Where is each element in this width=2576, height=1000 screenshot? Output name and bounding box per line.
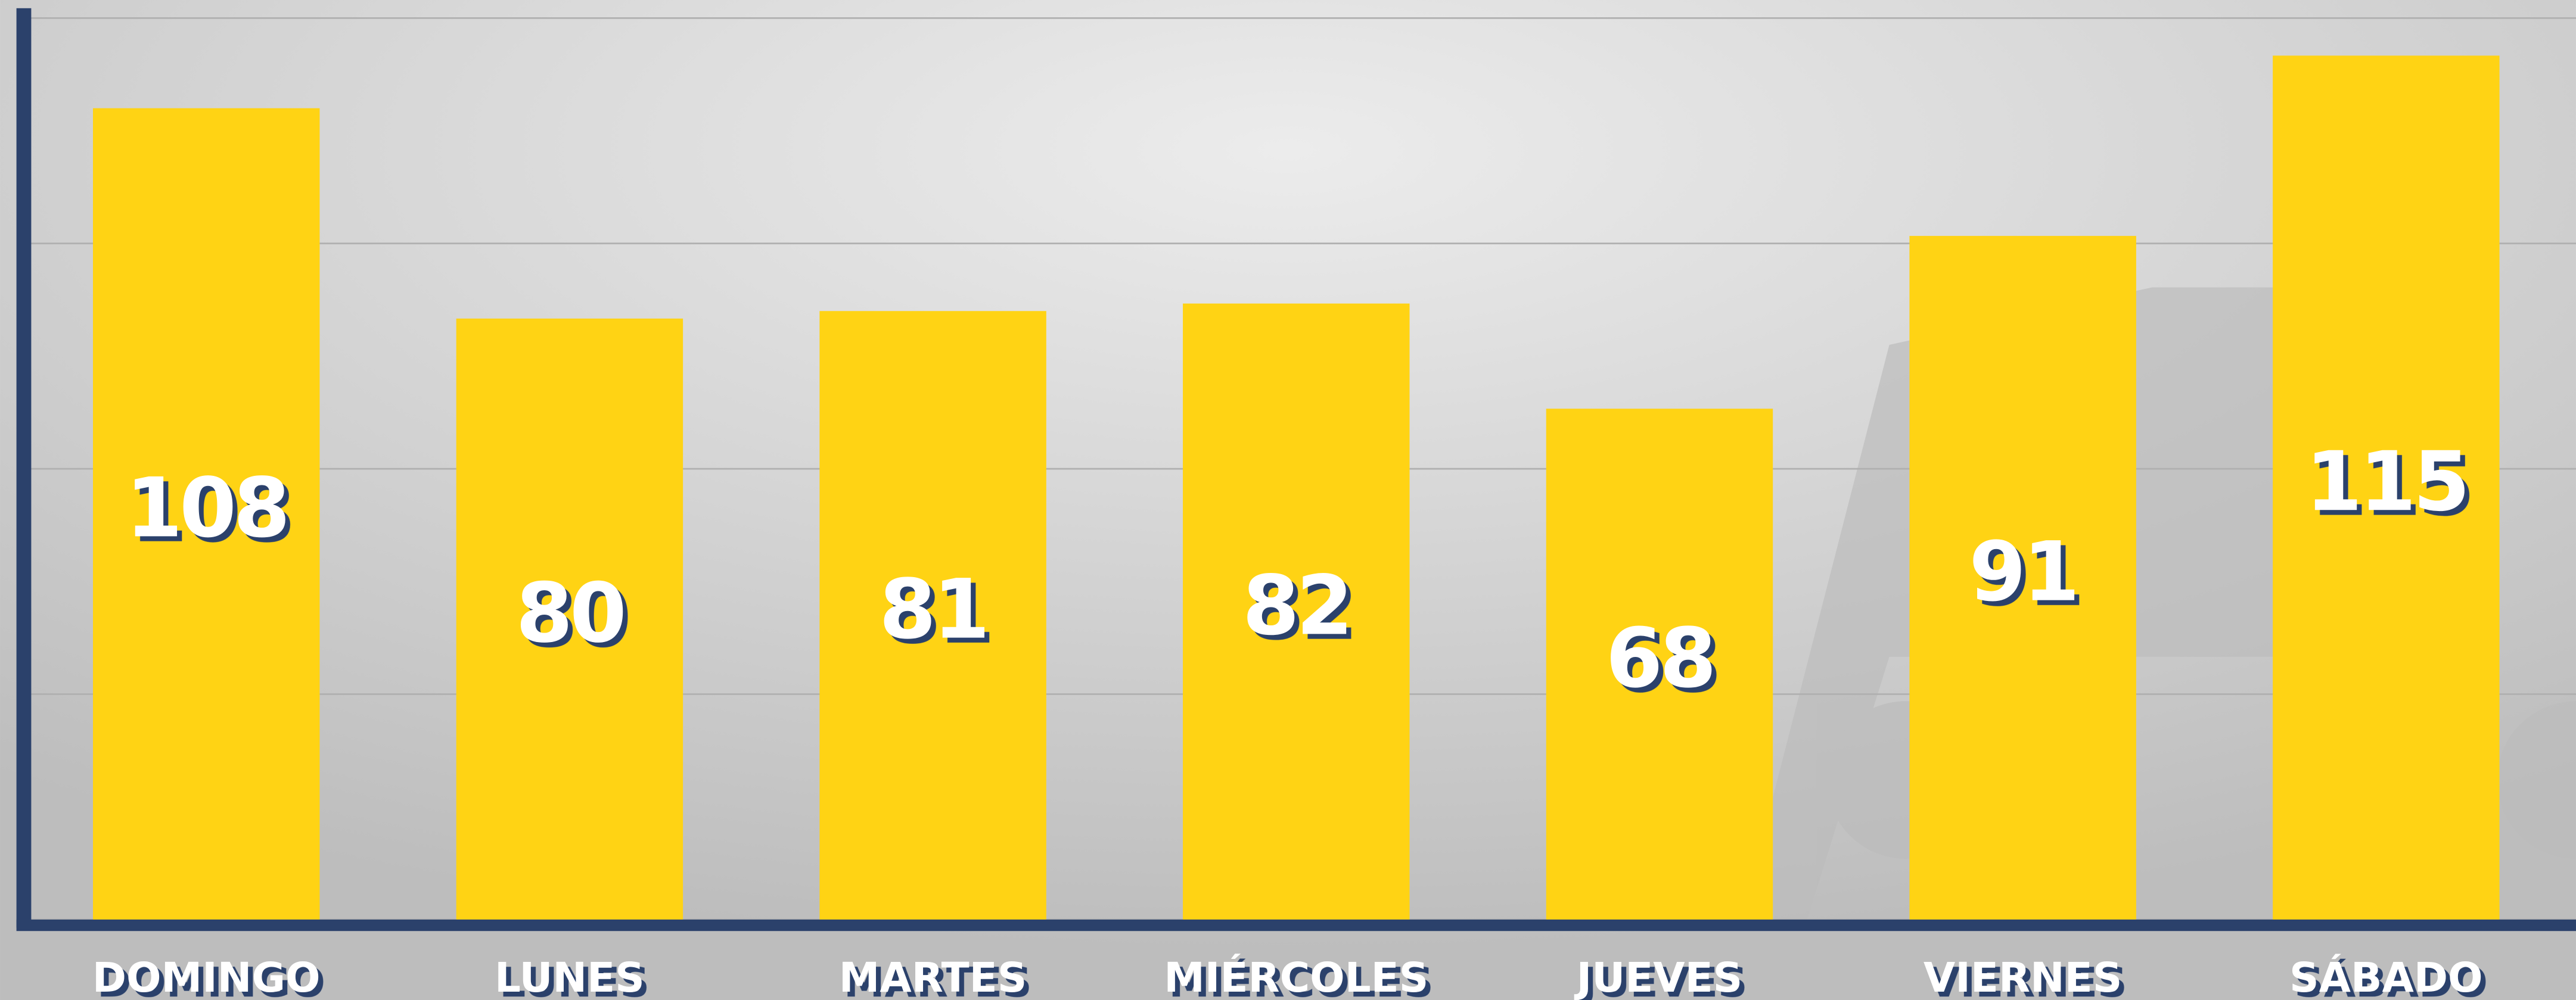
- value-label: 68: [1606, 610, 1714, 706]
- x-tick-label: MARTES: [839, 954, 1027, 1000]
- value-label: 81: [879, 562, 987, 658]
- x-tick-label: LUNES: [495, 954, 645, 1000]
- bar: [456, 318, 683, 920]
- y-axis-line: [16, 8, 32, 928]
- x-tick-label: SÁBADO: [2289, 953, 2483, 1000]
- x-tick-label: DOMINGO: [92, 954, 321, 1000]
- x-axis-line: [16, 919, 2576, 932]
- bar: [2273, 55, 2500, 920]
- value-label: 108: [126, 460, 287, 556]
- value-label: 82: [1242, 557, 1350, 653]
- bar: [92, 108, 320, 920]
- x-tick-label: VIERNES: [1924, 954, 2122, 1000]
- value-label: 115: [2305, 434, 2467, 529]
- x-tick-label: JUEVES: [1574, 954, 1743, 1000]
- bar: [819, 311, 1046, 920]
- bar: [1909, 236, 2136, 920]
- x-tick-label: MIÉRCOLES: [1164, 953, 1428, 1000]
- value-label: 80: [516, 565, 624, 661]
- bar: [1183, 303, 1410, 920]
- value-label: 91: [1969, 524, 2077, 620]
- bar: [1546, 409, 1773, 920]
